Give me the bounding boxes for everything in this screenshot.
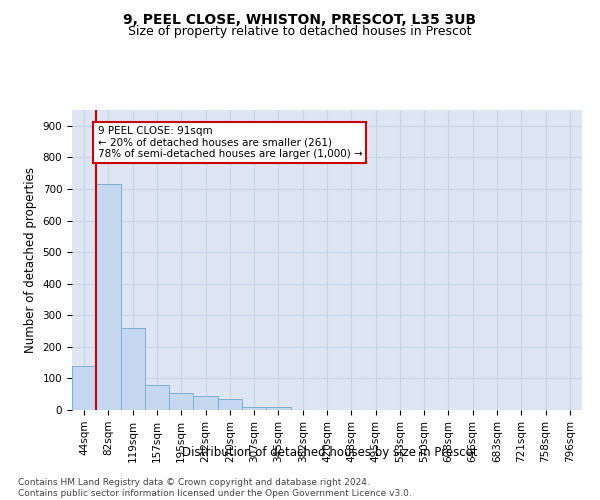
Bar (72, 366, 96, 410)
Text: Contains HM Land Registry data © Crown copyright and database right 2024.
Contai: Contains HM Land Registry data © Crown c… (18, 478, 412, 498)
Text: 9 PEEL CLOSE: 91sqm
← 20% of detached houses are smaller (261)
78% of semi-detac: 9 PEEL CLOSE: 91sqm ← 20% of detached ho… (97, 126, 362, 159)
Bar (121, 328, 145, 410)
Bar (96, 184, 121, 410)
Text: 9, PEEL CLOSE, WHISTON, PRESCOT, L35 3UB: 9, PEEL CLOSE, WHISTON, PRESCOT, L35 3UB (124, 12, 476, 26)
Bar (242, 407, 266, 410)
Bar (218, 399, 242, 410)
Y-axis label: Number of detached properties: Number of detached properties (24, 167, 37, 353)
Text: Distribution of detached houses by size in Prescot: Distribution of detached houses by size … (182, 446, 478, 459)
Bar (169, 392, 193, 410)
Text: Size of property relative to detached houses in Prescot: Size of property relative to detached ho… (128, 25, 472, 38)
Bar (266, 407, 290, 410)
Bar (193, 396, 218, 410)
Bar (145, 384, 169, 410)
